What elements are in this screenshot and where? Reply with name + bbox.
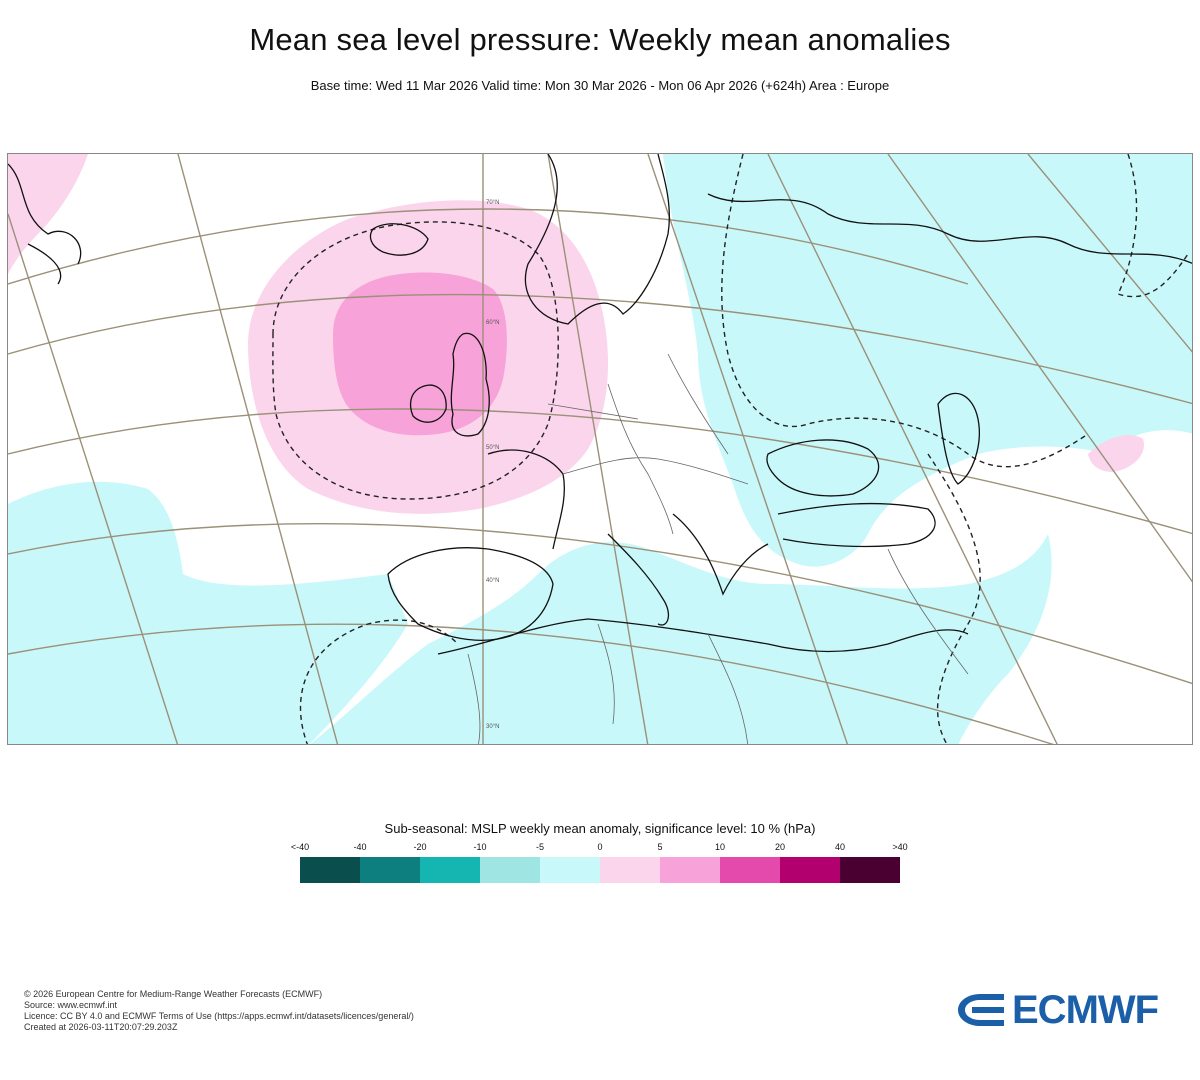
meridian-w1 xyxy=(177,154,339,744)
legend-swatch xyxy=(360,857,420,883)
meridian-w2 xyxy=(8,213,179,744)
legend-swatch xyxy=(660,857,720,883)
coast-iberia xyxy=(387,547,554,641)
label-30n: 30°N xyxy=(486,724,499,730)
coast-france xyxy=(487,449,565,550)
page-subtitle: Base time: Wed 11 Mar 2026 Valid time: M… xyxy=(310,78,890,93)
coast-caspian xyxy=(937,392,980,485)
border-4 xyxy=(547,403,639,420)
coast-ireland xyxy=(409,384,447,423)
border-1 xyxy=(562,457,749,485)
contour-med xyxy=(927,453,981,744)
legend-swatch xyxy=(480,857,540,883)
coast-turkey xyxy=(777,502,936,548)
ecmwf-logo-text: ECMWF xyxy=(1012,988,1159,1032)
neg-anomaly-east xyxy=(663,154,1192,567)
legend-colorbar xyxy=(300,857,900,883)
footer-licence: Licence: CC BY 4.0 and ECMWF Terms of Us… xyxy=(24,1011,414,1021)
border-5 xyxy=(597,623,615,725)
latitude-60 xyxy=(8,293,1192,405)
page-title: Mean sea level pressure: Weekly mean ano… xyxy=(249,22,951,57)
legend-tick-label: -10 xyxy=(473,842,487,852)
legend-tick-label: 5 xyxy=(657,842,663,852)
legend-ticks: <-40 -40 -20 -10 -5 0 5 10 20 40 >40 xyxy=(291,842,908,854)
legend-title: Sub-seasonal: MSLP weekly mean anomaly, … xyxy=(384,821,816,836)
legend-tick-label: >40 xyxy=(892,842,908,852)
coastlines xyxy=(8,154,1192,655)
coast-arctic xyxy=(707,193,1192,264)
legend-swatch xyxy=(840,857,900,883)
footer-copyright: © 2026 European Centre for Medium-Range … xyxy=(24,989,323,999)
footer: © 2026 European Centre for Medium-Range … xyxy=(24,989,414,1033)
border-3 xyxy=(667,353,729,455)
graticule-labels: 70°N 60°N 50°N 40°N 30°N xyxy=(486,200,499,730)
coast-scandinavia xyxy=(524,154,671,325)
legend-swatch xyxy=(720,857,780,883)
significance-contours xyxy=(272,154,1189,744)
neg-anomaly-atlantic xyxy=(8,481,408,744)
label-50n: 50°N xyxy=(486,445,499,451)
legend-tick-label: <-40 xyxy=(290,842,310,852)
legend-tick-label: -20 xyxy=(413,842,427,852)
border-6 xyxy=(707,633,749,744)
border-8 xyxy=(467,653,481,744)
neg-anomaly-mediterranean xyxy=(310,534,1052,744)
graticule xyxy=(8,154,1192,744)
coast-black-sea xyxy=(766,439,880,497)
meridian-e1 xyxy=(547,154,649,744)
legend-swatch xyxy=(780,857,840,883)
latitude-50 xyxy=(8,408,1192,535)
meridian-e4 xyxy=(887,154,1192,583)
legend-swatch xyxy=(540,857,600,883)
legend-swatch xyxy=(600,857,660,883)
meridian-e2 xyxy=(647,154,849,744)
label-60n: 60°N xyxy=(486,320,499,326)
label-40n: 40°N xyxy=(486,578,499,584)
border-2 xyxy=(607,383,674,535)
contour-atlantic xyxy=(299,619,459,744)
coast-britain xyxy=(450,332,490,437)
footer-source: Source: www.ecmwf.int xyxy=(24,1000,118,1010)
legend-swatch xyxy=(300,857,360,883)
legend-tick-label: -40 xyxy=(353,842,367,852)
anomaly-map-svg: 70°N 60°N 50°N 40°N 30°N xyxy=(8,154,1192,744)
latitude-40 xyxy=(8,523,1192,685)
legend-tick-label: 20 xyxy=(774,842,786,852)
label-70n: 70°N xyxy=(486,200,499,206)
legend-tick-label: 10 xyxy=(714,842,726,852)
pos-anomaly-core xyxy=(333,272,507,436)
borders xyxy=(467,353,969,744)
legend-tick-label: 40 xyxy=(834,842,846,852)
anomaly-map: 70°N 60°N 50°N 40°N 30°N xyxy=(7,153,1193,745)
pos-anomaly-caspian xyxy=(1088,434,1144,472)
latitude-30 xyxy=(8,623,1054,744)
legend-swatch xyxy=(420,857,480,883)
ecmwf-logo: ECMWF xyxy=(952,988,1182,1034)
coast-iceland xyxy=(369,223,429,256)
latitude-70 xyxy=(8,208,969,285)
coast-north-africa xyxy=(437,618,969,655)
meridian-e3 xyxy=(767,154,1058,744)
border-7 xyxy=(887,548,969,675)
ecmwf-logo-icon xyxy=(958,994,1004,1026)
coast-greenland xyxy=(8,163,82,285)
coast-italy xyxy=(607,533,670,626)
contour-caspian xyxy=(1117,154,1189,298)
footer-created: Created at 2026-03-11T20:07:29.203Z xyxy=(24,1022,178,1032)
legend-tick-label: 0 xyxy=(597,842,603,852)
coast-balkans xyxy=(672,513,769,596)
legend-tick-label: -5 xyxy=(535,842,545,852)
